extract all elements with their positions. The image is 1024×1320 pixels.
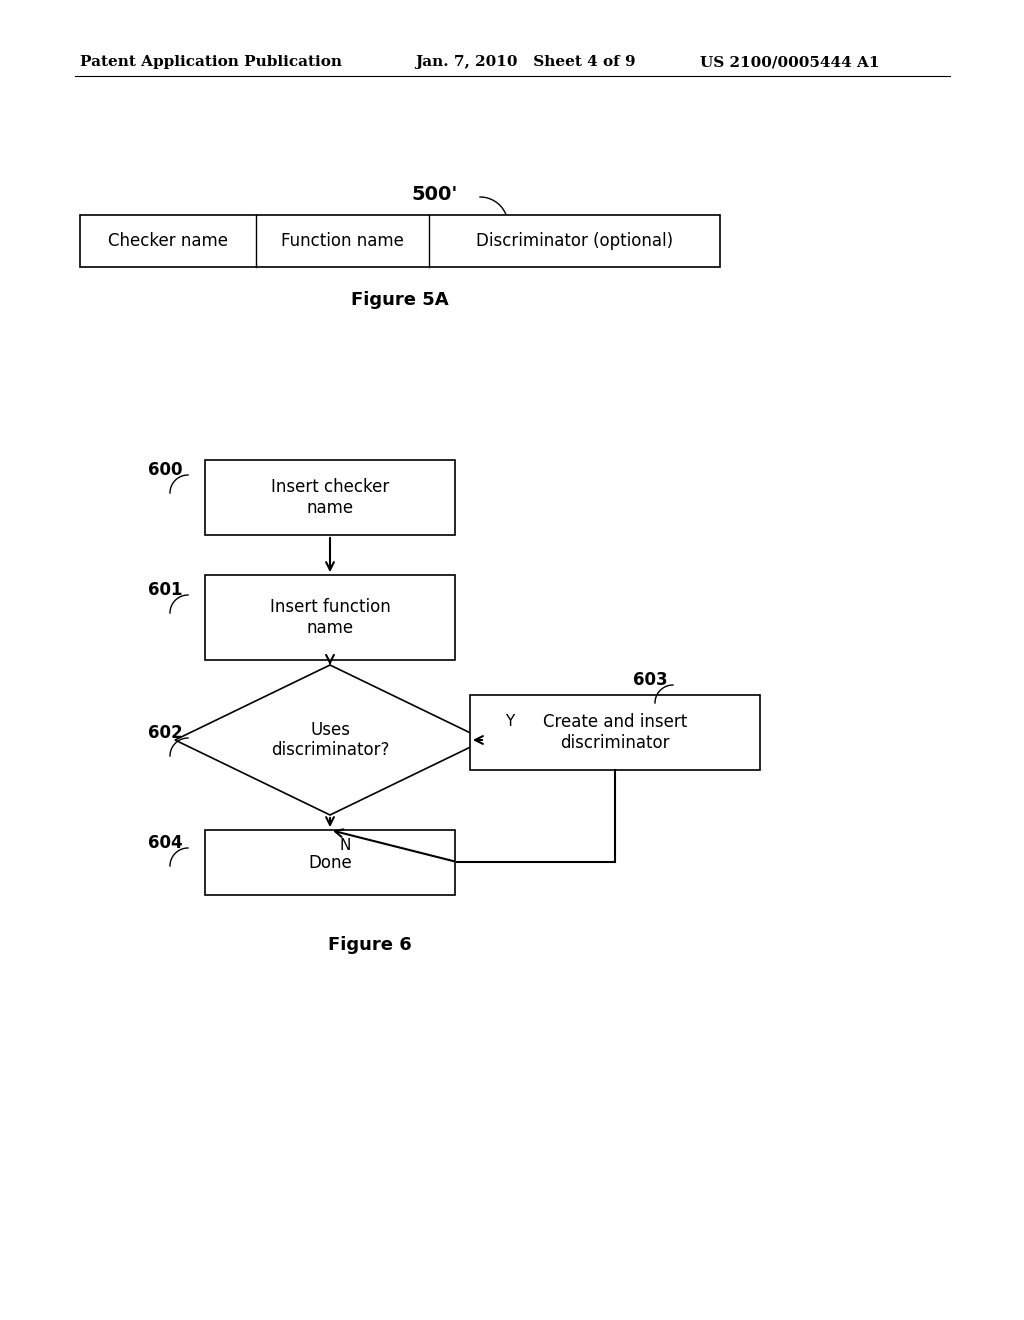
Text: 603: 603 [633, 671, 668, 689]
Text: Y: Y [506, 714, 515, 730]
Text: 601: 601 [147, 581, 182, 599]
Bar [205, 459, 455, 535]
Text: 602: 602 [147, 723, 182, 742]
Text: Figure 5A: Figure 5A [351, 290, 449, 309]
Bar [470, 696, 760, 770]
Text: Insert function
name: Insert function name [269, 598, 390, 636]
Text: 600: 600 [147, 461, 182, 479]
Text: Done: Done [308, 854, 352, 871]
Text: 500': 500' [412, 186, 458, 205]
Text: Jan. 7, 2010   Sheet 4 of 9: Jan. 7, 2010 Sheet 4 of 9 [415, 55, 636, 69]
Text: Patent Application Publication: Patent Application Publication [80, 55, 342, 69]
Text: Discriminator (optional): Discriminator (optional) [476, 232, 673, 249]
Text: N: N [339, 837, 350, 853]
Text: US 2100/0005444 A1: US 2100/0005444 A1 [700, 55, 880, 69]
Polygon shape [175, 665, 485, 814]
Bar [205, 830, 455, 895]
Text: Function name: Function name [281, 232, 403, 249]
Bar [80, 215, 720, 267]
Text: Checker name: Checker name [108, 232, 228, 249]
Text: Create and insert
discriminator: Create and insert discriminator [543, 713, 687, 752]
Bar [205, 576, 455, 660]
Text: 604: 604 [147, 834, 182, 851]
Text: Figure 6: Figure 6 [328, 936, 412, 954]
Text: Insert checker
name: Insert checker name [271, 478, 389, 517]
Text: Uses
discriminator?: Uses discriminator? [270, 721, 389, 759]
